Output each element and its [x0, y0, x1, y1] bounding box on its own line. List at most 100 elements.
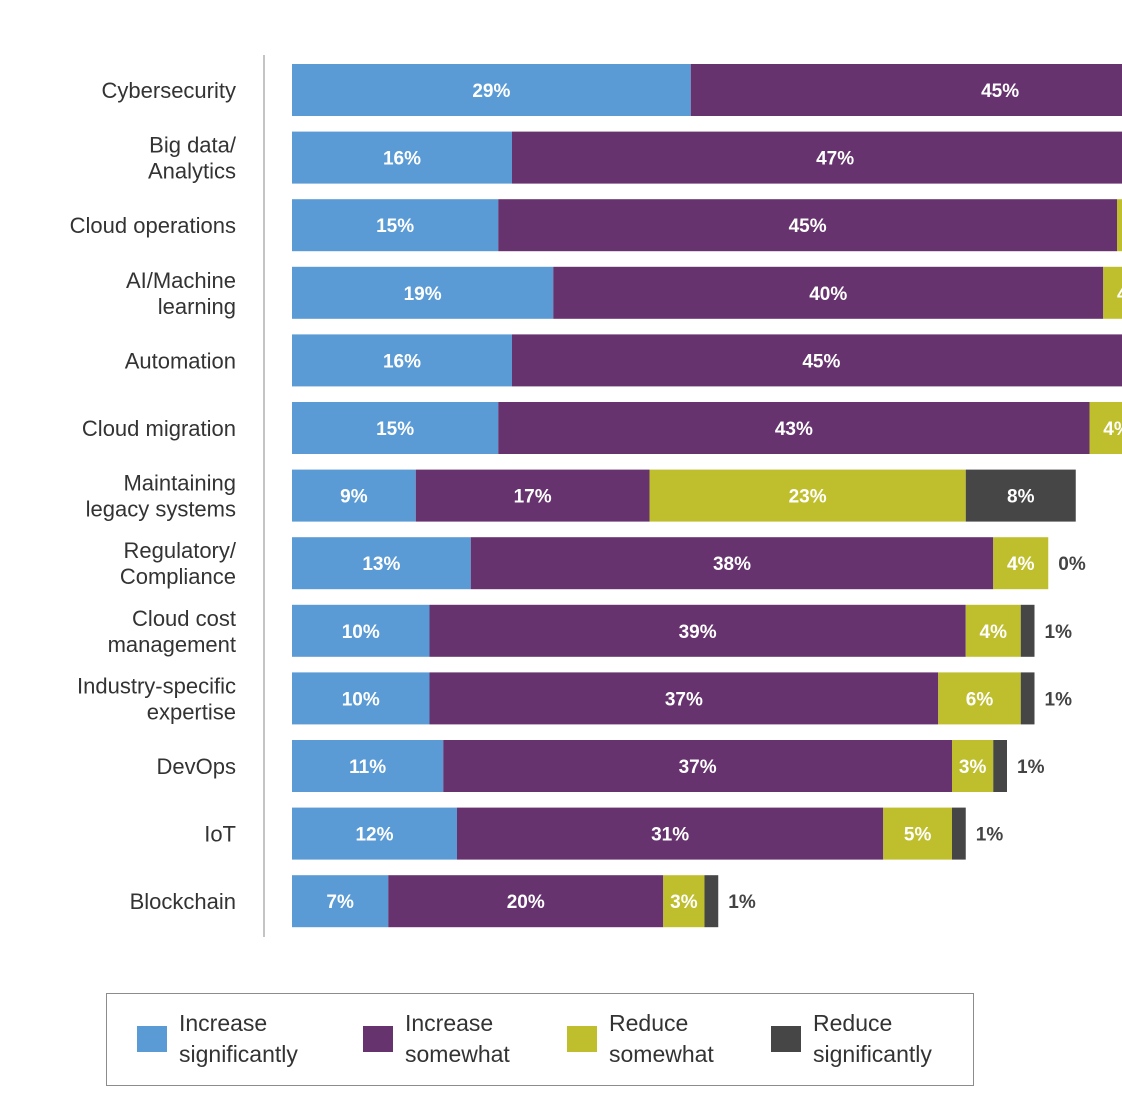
bar-segment-increase-somewhat-blockchain: [388, 875, 664, 928]
data-label: 10%: [342, 689, 380, 710]
data-label: 17%: [514, 487, 552, 508]
data-label: 5%: [904, 825, 932, 846]
category-label-industry-specific-expertise: Industry-specific expertise: [77, 673, 236, 724]
legend-item-increase-significantly: Increase significantly: [137, 1008, 349, 1070]
legend-swatch: [137, 1026, 167, 1052]
data-label: 38%: [713, 554, 751, 575]
data-label: 1%: [1045, 622, 1073, 643]
data-label: 45%: [981, 81, 1019, 102]
data-label: 37%: [665, 689, 703, 710]
category-label-ai-machine-learning: AI/Machine learning: [126, 268, 236, 319]
data-label: 1%: [1045, 689, 1073, 710]
data-label: 1%: [976, 825, 1004, 846]
bar-segment-increase-somewhat-iot: [457, 807, 884, 860]
bar-segment-increase-significantly-cloud-cost-management: [292, 604, 430, 657]
legend-label: Increase: [179, 1010, 268, 1036]
bar-segment-reduce-somewhat-cloud-operations: [1117, 199, 1122, 252]
data-label: 45%: [789, 216, 827, 237]
category-label-maintaining-legacy-systems: Maintaining legacy systems: [86, 471, 236, 522]
data-label: 23%: [789, 487, 827, 508]
legend-label: somewhat: [609, 1041, 714, 1067]
bar-segment-increase-somewhat-cloud-cost-management: [429, 604, 966, 657]
data-label: 16%: [383, 149, 421, 170]
data-label: 15%: [376, 216, 414, 237]
bar-segment-reduce-significantly-iot: [952, 807, 966, 860]
legend-swatch: [567, 1026, 597, 1052]
bar-segment-increase-somewhat-maintaining-legacy-systems: [415, 469, 650, 522]
data-label: 16%: [383, 351, 421, 372]
bar-segment-reduce-significantly-industry-specific-expertise: [1020, 672, 1035, 725]
bar-segment-increase-significantly-cloud-operations: [292, 199, 499, 252]
data-label: 10%: [342, 622, 380, 643]
bar-segment-increase-somewhat-cybersecurity: [690, 64, 1122, 116]
bar-segment-increase-somewhat-regulatory-compliance: [470, 537, 994, 590]
bar-segment-increase-somewhat-ai-machine-learning: [553, 266, 1104, 319]
chart-legend: Increase significantly Increase somewhat…: [106, 993, 974, 1086]
category-label-iot: IoT: [204, 822, 236, 847]
bar-segment-increase-somewhat-cloud-migration: [498, 402, 1090, 454]
bar-segment-increase-somewhat-automation: [512, 334, 1122, 387]
data-label: 15%: [376, 419, 414, 440]
bar-segment-increase-somewhat-devops: [443, 740, 952, 792]
data-label: 29%: [472, 81, 510, 102]
data-label: 19%: [404, 284, 442, 305]
bar-segment-increase-somewhat-cloud-operations: [498, 199, 1117, 252]
bar-segment-reduce-somewhat-regulatory-compliance: [993, 537, 1049, 590]
category-label-big-data-analytics: Big data/Analytics: [148, 133, 237, 184]
bar-segment-reduce-somewhat-industry-specific-expertise: [938, 672, 1021, 725]
data-label: 8%: [1007, 487, 1035, 508]
bar-segment-reduce-significantly-blockchain: [704, 875, 719, 928]
legend-label: Reduce: [813, 1010, 893, 1036]
bar-segment-reduce-somewhat-devops: [952, 740, 994, 792]
bar-segment-increase-significantly-big-data-analytics: [292, 131, 512, 184]
bar-segment-increase-significantly-devops: [292, 740, 444, 792]
bar-segment-increase-significantly-cloud-migration: [292, 402, 499, 454]
legend-swatch: [363, 1026, 393, 1052]
data-label: 3%: [959, 757, 987, 778]
data-label: 3%: [670, 892, 698, 913]
legend-item-reduce-significantly: Reduce significantly: [771, 1008, 983, 1070]
stacked-bar-chart: Cybersecurity 29% 45% 3% 1% Big data/Analytic…: [70, 55, 1122, 937]
data-label: 20%: [507, 892, 545, 913]
bar-segment-reduce-significantly-devops: [993, 740, 1007, 792]
bar-segment-reduce-somewhat-blockchain: [663, 875, 705, 928]
bar-segment-increase-significantly-ai-machine-learning: [292, 266, 554, 319]
bar-segment-increase-significantly-iot: [292, 807, 457, 860]
bar-segment-reduce-somewhat-ai-machine-learning: [1103, 266, 1122, 319]
bar-segment-increase-significantly-maintaining-legacy-systems: [292, 469, 416, 522]
bar-segment-reduce-somewhat-iot: [883, 807, 952, 860]
bar-segment-increase-significantly-regulatory-compliance: [292, 537, 471, 590]
category-label-cloud-operations: Cloud operations: [70, 213, 236, 238]
data-label: 4%: [1103, 419, 1122, 440]
bar-segment-increase-significantly-automation: [292, 334, 512, 387]
bar-segment-increase-significantly-cybersecurity: [292, 64, 691, 116]
category-label-cybersecurity: Cybersecurity: [102, 78, 236, 103]
bar-segment-reduce-significantly-cloud-cost-management: [1020, 604, 1035, 657]
bar-segment-increase-somewhat-industry-specific-expertise: [429, 672, 939, 725]
bar-segment-increase-significantly-industry-specific-expertise: [292, 672, 430, 725]
legend-label: Increase: [405, 1010, 494, 1036]
legend-label: Reduce: [609, 1010, 689, 1036]
data-label: 1%: [728, 892, 756, 913]
legend-label: significantly: [813, 1041, 932, 1067]
data-label: 31%: [651, 825, 689, 846]
bar-segment-reduce-somewhat-cloud-migration: [1089, 402, 1122, 454]
data-label: 39%: [679, 622, 717, 643]
bar-segment-increase-significantly-blockchain: [292, 875, 389, 928]
legend-swatch: [771, 1026, 801, 1052]
data-label: 7%: [326, 892, 354, 913]
bar-segment-reduce-somewhat-maintaining-legacy-systems: [649, 469, 966, 522]
legend-label: significantly: [179, 1041, 298, 1067]
category-label-devops: DevOps: [157, 754, 236, 779]
legend-label: somewhat: [405, 1041, 510, 1067]
data-label: 9%: [340, 487, 368, 508]
category-label-automation: Automation: [125, 348, 236, 373]
data-label: 6%: [966, 689, 994, 710]
data-label: 47%: [816, 149, 854, 170]
data-label: 4%: [1007, 554, 1035, 575]
category-label-cloud-cost-management: Cloud cost management: [108, 606, 236, 657]
data-label: 0%: [1058, 554, 1086, 575]
data-label: 4%: [1117, 284, 1122, 305]
category-label-regulatory-compliance: Regulatory/Compliance: [120, 538, 237, 589]
data-label: 11%: [349, 757, 386, 778]
